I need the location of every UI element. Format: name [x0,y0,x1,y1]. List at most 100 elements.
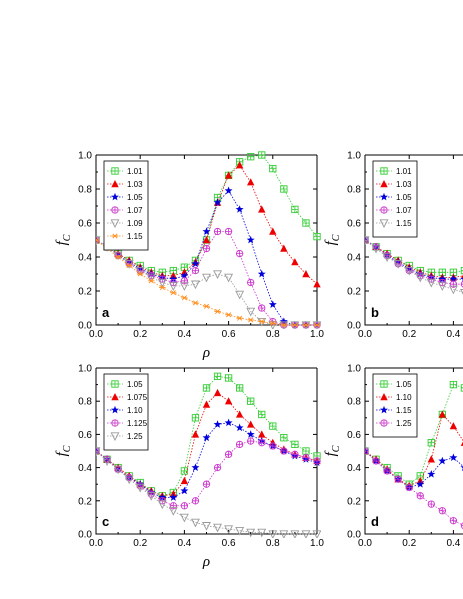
legend-entry: 1.075 [107,393,148,402]
data-point [137,271,144,277]
data-point [169,493,178,501]
legend-marker [380,180,388,188]
data-point [96,237,100,243]
y-tick-label: 0.4 [78,253,92,264]
data-point [179,282,189,291]
data-point [224,171,233,179]
data-point-cross [313,233,321,240]
y-tick-label: 0.0 [347,321,361,332]
data-point [146,273,156,283]
y-axis-label-sub: C [62,234,73,241]
data-point [203,303,210,309]
data-point [437,282,447,291]
data-point [291,322,299,328]
data-point [448,285,458,295]
x-tick-label: 0.0 [358,538,372,549]
legend-entry: 1.01 [376,167,412,176]
legend-label: 1.125 [127,419,148,428]
data-point-cross [203,384,210,392]
data-point [268,530,278,538]
legend-label: 1.05 [127,193,143,202]
data-point [224,397,233,405]
legend-label: 1.05 [127,380,143,389]
data-point-cross [394,476,402,483]
y-tick-label: 0.8 [78,397,92,408]
data-point-cross [214,228,221,235]
data-point [202,522,211,531]
panel-label: b [371,305,379,320]
data-point [169,274,178,283]
series-line [365,384,463,485]
data-point [191,259,200,268]
legend-marker [110,432,120,441]
data-point [180,486,189,495]
data-point [202,227,211,235]
y-tick-label: 0.0 [78,321,92,332]
legend-entry: 1.25 [107,432,143,441]
x-tick-label: 0.4 [446,329,460,340]
data-point [449,422,458,430]
legend-label: 1.10 [396,393,412,402]
legend-marker-cross [111,167,119,175]
data-point-cross [450,517,457,524]
legend-label: 1.15 [127,232,143,241]
data-point [301,530,311,538]
data-point [224,525,234,535]
series-1 [365,236,463,281]
y-tick-label: 0.2 [347,287,361,298]
data-point [158,493,167,501]
legend-marker [110,219,120,228]
data-point [438,410,447,418]
data-point [168,507,178,516]
y-tick-label: 0.2 [78,496,92,507]
panel-label: d [371,514,379,529]
legend-entry: 1.15 [107,232,143,241]
legend-label: 1.01 [127,167,143,176]
x-tick-label: 0.6 [222,538,236,549]
data-point [460,441,463,446]
data-point [135,483,145,493]
legend-marker [380,405,388,414]
series-4 [96,447,321,538]
data-point [235,423,244,432]
data-point [213,270,222,279]
legend-marker [111,180,119,188]
data-point [258,205,266,213]
data-point [449,274,458,283]
legend-entry: 1.15 [376,405,412,415]
x-tick-label: 0.6 [222,329,236,340]
data-point [313,322,321,328]
data-point [159,285,166,291]
series-group [365,235,463,295]
data-point [235,290,245,300]
x-tick-label: 0.0 [89,329,103,340]
data-point-cross [269,422,276,430]
legend-entry: 1.05 [376,380,412,389]
data-point [371,244,381,254]
data-point [269,320,276,326]
data-point [427,455,435,463]
legend-marker-cross [111,206,119,214]
data-point [247,317,254,323]
data-point-cross [236,250,243,257]
legend-marker-cross [111,380,119,388]
series-line [96,239,317,326]
data-point-cross [236,441,243,448]
data-point-cross [225,228,232,235]
data-point [393,260,403,269]
legend-entry: 1.10 [376,393,412,402]
series-line [365,450,463,526]
data-point [279,530,289,538]
data-point-cross [280,185,288,193]
data-point [438,456,447,465]
legend-entry: 1.03 [107,180,143,189]
data-point [157,278,167,288]
legend-box [103,373,149,451]
legend-label: 1.09 [127,219,143,228]
series-5 [96,237,321,328]
data-point-cross [269,165,276,172]
data-point [404,266,414,276]
y-tick-label: 0.4 [347,463,361,474]
data-point-cross [383,467,391,475]
data-point-cross [225,451,232,458]
